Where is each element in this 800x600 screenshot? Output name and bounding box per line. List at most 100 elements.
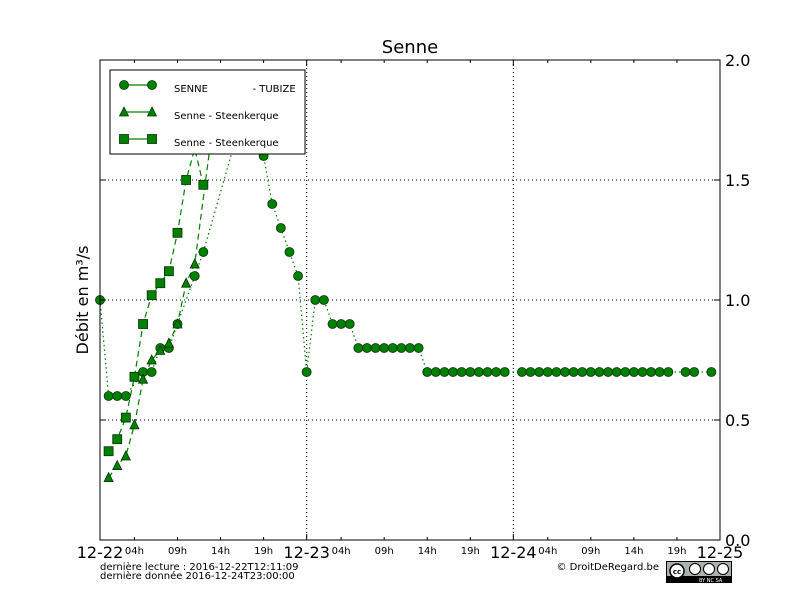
data-point-triangle (155, 344, 166, 355)
data-point-square (181, 175, 192, 185)
legend-label: Senne - Steenkerque (174, 111, 279, 122)
x-minor-tick-label: 09h (168, 546, 187, 557)
x-minor-tick-label: 14h (624, 546, 643, 557)
series-line-circle (99, 130, 712, 397)
data-point-circle (413, 343, 424, 353)
data-point-circle (103, 391, 114, 401)
data-point-circle (611, 367, 622, 377)
last-data-text: dernière donnée 2016-12-24T23:00:00 (100, 570, 295, 582)
data-point-circle (336, 319, 347, 329)
data-point-circle (517, 367, 527, 377)
data-point-circle (525, 367, 536, 377)
data-point-circle (680, 367, 691, 377)
data-point-circle (370, 343, 381, 353)
data-point-circle (146, 367, 157, 377)
legend-label: SENNE - TUBIZE (174, 84, 296, 95)
data-point-circle (465, 367, 476, 377)
data-point-circle (119, 80, 129, 90)
data-point-triangle (180, 277, 192, 288)
data-point-triangle (112, 459, 123, 471)
data-point-triangle (146, 106, 158, 117)
data-point-circle (422, 367, 433, 377)
x-minor-tick-label: 04h (125, 546, 144, 557)
data-point-triangle (103, 471, 114, 483)
data-point-circle (439, 367, 450, 377)
legend: SENNE - TUBIZE Senne - Steenkerque Senne -… (109, 69, 306, 155)
data-point-triangle (129, 418, 140, 430)
data-point-square (103, 446, 114, 457)
x-minor-tick-label: 19h (667, 546, 686, 557)
data-point-triangle (120, 450, 131, 461)
data-point-circle (628, 367, 639, 377)
data-point-circle (293, 271, 303, 281)
data-point-circle (482, 367, 493, 377)
data-point-circle (301, 367, 312, 377)
x-minor-tick-label: 09h (581, 546, 600, 557)
data-point-circle (284, 247, 295, 257)
data-point-circle (663, 367, 674, 377)
data-point-triangle (189, 258, 200, 269)
y-tick-label: 0.5 (725, 411, 750, 430)
data-point-square (112, 434, 123, 445)
data-point-triangle (163, 337, 175, 348)
data-point-circle (577, 367, 588, 377)
data-point-circle (327, 319, 338, 329)
svg-text:cc: cc (673, 568, 681, 576)
axis-ticks: 0.0 0.5 1.0 1.5 2.0 12-22 12-23 12-24 12-25 04h 09… (77, 51, 751, 562)
data-point-circle (603, 367, 613, 377)
data-point-circle (267, 199, 278, 209)
data-point-circle (379, 343, 390, 353)
data-point-circle (456, 367, 467, 377)
y-tick-label: 1.0 (725, 291, 750, 310)
data-point-circle (310, 295, 321, 305)
data-point-circle (499, 367, 510, 377)
data-point-circle (362, 343, 372, 353)
data-point-square (172, 227, 183, 238)
data-point-triangle (172, 318, 183, 329)
data-point-circle (344, 319, 355, 329)
data-point-circle (568, 367, 579, 377)
copyright-text: © DroitDeRegard.be (556, 562, 659, 573)
x-minor-tick-label: 14h (418, 546, 437, 557)
data-point-square (163, 266, 174, 277)
data-point-circle (189, 271, 200, 281)
data-point-circle (534, 367, 545, 377)
data-point-square (119, 134, 129, 144)
data-point-triangle (137, 373, 149, 384)
data-point-circle (405, 343, 415, 353)
x-minor-tick-label: 19h (254, 546, 273, 557)
last-read-text: dernière lecture : 2016-12-22T12:11:09 (100, 561, 299, 573)
data-point-circle (689, 367, 700, 377)
x-major-tick-label: 12-22 (77, 543, 124, 562)
x-minor-tick-label: 04h (538, 546, 557, 557)
data-point-circle (551, 367, 562, 377)
data-point-circle (120, 391, 131, 401)
x-minor-tick-label: 04h (332, 546, 351, 557)
data-point-square (138, 319, 148, 329)
data-point-circle (112, 391, 123, 401)
svg-text:BY NC SA: BY NC SA (699, 578, 723, 584)
x-major-tick-label: 12-24 (490, 543, 537, 562)
data-point-circle (430, 367, 441, 377)
x-minor-tick-label: 09h (375, 546, 394, 557)
x-minor-tick-label: 19h (461, 546, 480, 557)
data-point-square (198, 179, 209, 190)
y-tick-label: 2.0 (725, 51, 750, 70)
series-markers (95, 126, 717, 483)
series-line-triangle (108, 131, 213, 478)
data-point-square (129, 371, 140, 382)
y-tick-label: 0.0 (725, 531, 750, 550)
data-point-square (155, 278, 166, 289)
legend-label: Senne - Steenkerque (174, 138, 279, 149)
data-point-square (147, 134, 157, 144)
chart-title: Senne (382, 37, 438, 58)
data-point-triangle (118, 106, 130, 117)
data-point-circle (387, 343, 398, 353)
data-point-circle (147, 80, 157, 90)
data-point-circle (491, 367, 502, 377)
x-major-tick-label: 12-23 (283, 543, 330, 562)
data-point-circle (448, 367, 458, 377)
data-point-circle (706, 367, 717, 377)
x-minor-tick-label: 14h (211, 546, 230, 557)
x-major-tick-label: 12-25 (697, 543, 744, 562)
